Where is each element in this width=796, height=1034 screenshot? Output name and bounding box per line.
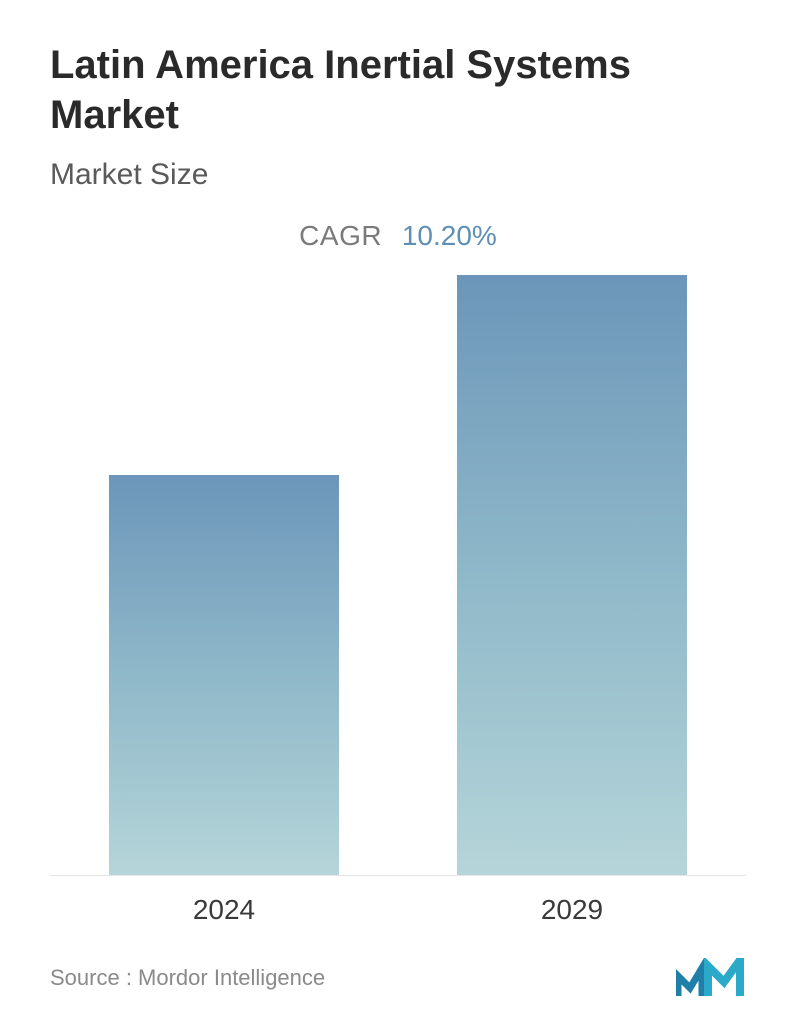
x-label: 2029 [438,894,706,926]
mordor-logo-icon [676,958,746,998]
bar-chart [50,272,746,876]
bar-2029 [457,275,687,875]
bar-wrapper [438,272,706,875]
page-subtitle: Market Size [50,158,746,192]
cagr-label: CAGR [299,220,382,251]
x-label: 2024 [90,894,358,926]
bar-wrapper [90,272,358,875]
cagr-value: 10.20% [402,220,497,251]
x-axis-labels: 2024 2029 [50,876,746,926]
brand-logo [676,958,746,998]
bar-2024 [109,475,339,875]
footer: Source : Mordor Intelligence [50,926,746,1004]
source-text: Source : Mordor Intelligence [50,965,325,991]
page-title: Latin America Inertial Systems Market [50,40,746,140]
chart-container: Latin America Inertial Systems Market Ma… [0,0,796,1034]
cagr-row: CAGR 10.20% [50,220,746,252]
